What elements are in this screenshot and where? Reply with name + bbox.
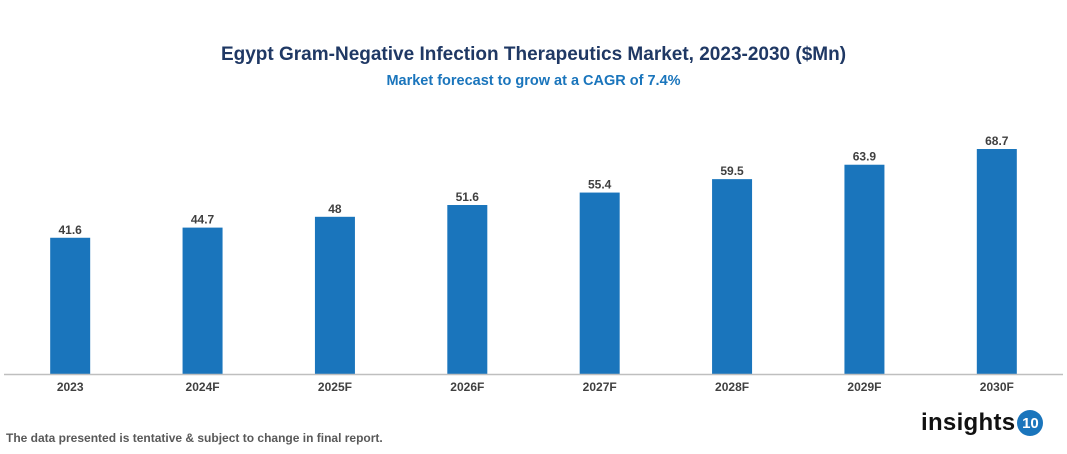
logo-badge: 10 [1017, 410, 1044, 436]
bar-2029F [844, 164, 885, 374]
x-tick-label: 2029F [847, 380, 881, 394]
bar-2026F [447, 205, 488, 374]
x-tick-label: 2025F [318, 380, 352, 394]
disclaimer-note: The data presented is tentative & subjec… [6, 431, 383, 445]
data-label: 68.7 [985, 134, 1009, 148]
logo-text: insights [921, 409, 1016, 436]
data-label: 44.7 [191, 213, 215, 227]
x-tick-label: 2030F [980, 380, 1014, 394]
bar-2023 [50, 237, 91, 374]
chart-subtitle: Market forecast to grow at a CAGR of 7.4… [386, 73, 681, 89]
data-label: 51.6 [456, 190, 480, 204]
data-label: 59.5 [720, 164, 744, 178]
data-label: 63.9 [853, 150, 877, 164]
chart-title: Egypt Gram-Negative Infection Therapeuti… [220, 44, 847, 65]
x-tick-label: 2027F [583, 380, 617, 394]
data-label: 41.6 [59, 223, 83, 237]
x-tick-label: 2028F [715, 380, 749, 394]
bar-2028F [712, 179, 753, 374]
bar-2030F [976, 149, 1017, 374]
x-tick-label: 2023 [57, 380, 84, 394]
x-tick-label: 2024F [186, 380, 220, 394]
data-label: 48 [328, 202, 342, 216]
data-label: 55.4 [588, 178, 612, 192]
bar-2024F [182, 227, 223, 374]
x-tick-label: 2026F [450, 380, 484, 394]
insights10-logo: insights 10 [921, 409, 1044, 437]
bar-2025F [314, 216, 355, 374]
bar-2027F [579, 192, 620, 374]
